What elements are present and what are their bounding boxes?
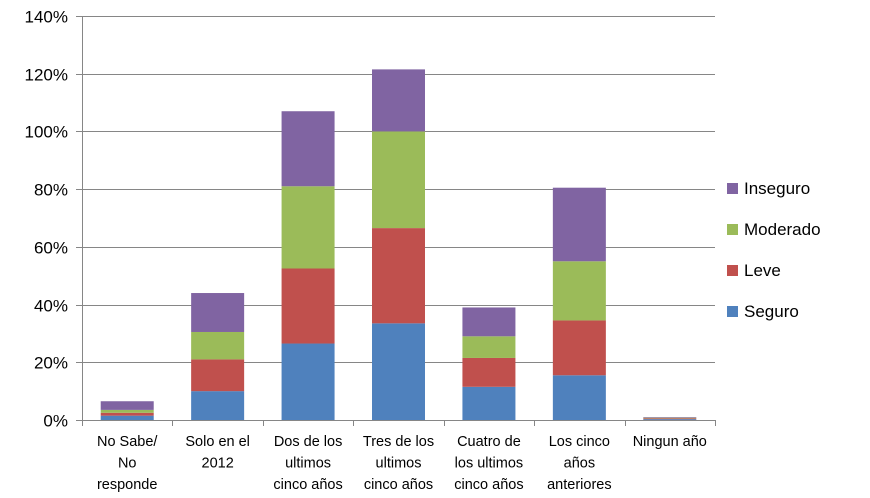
x-category-label: responde <box>97 477 157 493</box>
bar-segment-seguro <box>643 419 697 420</box>
x-category-label: cinco años <box>364 477 433 493</box>
y-tick-label: 60% <box>34 239 68 258</box>
bar-segment-leve <box>100 412 154 416</box>
bar-segment-seguro <box>462 386 516 420</box>
y-tick-label: 20% <box>34 354 68 373</box>
bar-segment-moderado <box>643 417 697 419</box>
x-category-label: años <box>564 456 595 472</box>
bar-segment-leve <box>281 268 335 344</box>
bar-segment-inseguro <box>100 401 154 410</box>
bar-segment-seguro <box>281 343 335 420</box>
bar-segment-moderado <box>552 261 606 321</box>
bar-segment-seguro <box>552 375 606 420</box>
bar-segment-moderado <box>100 409 154 413</box>
bar-segment-inseguro <box>372 69 425 132</box>
x-category-label: Dos de los <box>274 434 343 450</box>
x-category-label: Solo en el <box>185 434 250 450</box>
bar-segment-inseguro <box>462 307 516 337</box>
y-tick-label: 140% <box>25 8 68 27</box>
bar-segment-moderado <box>462 336 516 358</box>
x-category-label: Ningun año <box>633 434 707 450</box>
bar-segment-inseguro <box>552 187 606 262</box>
bar-segment-moderado <box>281 186 335 269</box>
legend-label-moderado: Moderado <box>744 220 821 239</box>
bar-segment-leve <box>462 357 516 387</box>
bar-segment-seguro <box>100 415 154 420</box>
bar-segment-inseguro <box>191 293 245 332</box>
x-category-label: ultimos <box>285 456 331 472</box>
x-category-label: 2012 <box>202 456 234 472</box>
x-category-label: No <box>118 456 137 472</box>
bar-segment-seguro <box>372 323 425 420</box>
legend-swatch-leve <box>727 265 738 276</box>
x-category-label: anteriores <box>547 477 611 493</box>
x-category-label: ultimos <box>376 456 422 472</box>
y-tick-label: 100% <box>25 123 68 142</box>
legend: Inseguro Moderado Leve Seguro <box>727 179 821 321</box>
axes <box>76 16 716 426</box>
y-axis-tick-labels: 0% 20% 40% 60% 80% 100% 120% 140% <box>25 8 68 431</box>
x-category-label: Tres de los <box>363 434 434 450</box>
x-category-label: Cuatro de <box>457 434 521 450</box>
bar-segment-leve <box>191 359 245 392</box>
legend-label-inseguro: Inseguro <box>744 179 810 198</box>
bar-segment-leve <box>552 320 606 376</box>
legend-swatch-seguro <box>727 306 738 317</box>
y-tick-label: 40% <box>34 297 68 316</box>
x-category-label: cinco años <box>273 477 342 493</box>
bar-segment-leve <box>372 228 425 324</box>
x-category-label: No Sabe/ <box>97 434 158 450</box>
y-tick-label: 80% <box>34 181 68 200</box>
legend-label-seguro: Seguro <box>744 302 799 321</box>
bars <box>100 69 697 420</box>
x-axis-category-labels: No Sabe/No responde Solo en el 2012 Dos de l… <box>97 434 707 493</box>
y-tick-label: 120% <box>25 66 68 85</box>
bar-segment-inseguro <box>643 417 697 418</box>
x-category-label: los ultimos <box>455 456 524 472</box>
bar-segment-leve <box>643 418 697 420</box>
bar-segment-inseguro <box>281 111 335 187</box>
bar-segment-moderado <box>191 331 245 360</box>
bar-segment-moderado <box>372 131 425 229</box>
legend-label-leve: Leve <box>744 261 781 280</box>
legend-swatch-moderado <box>727 224 738 235</box>
x-category-label: cinco años <box>454 477 523 493</box>
legend-swatch-inseguro <box>727 183 738 194</box>
y-tick-label: 0% <box>43 412 68 431</box>
x-category-label: Los cinco <box>549 434 610 450</box>
bar-segment-seguro <box>191 391 245 420</box>
